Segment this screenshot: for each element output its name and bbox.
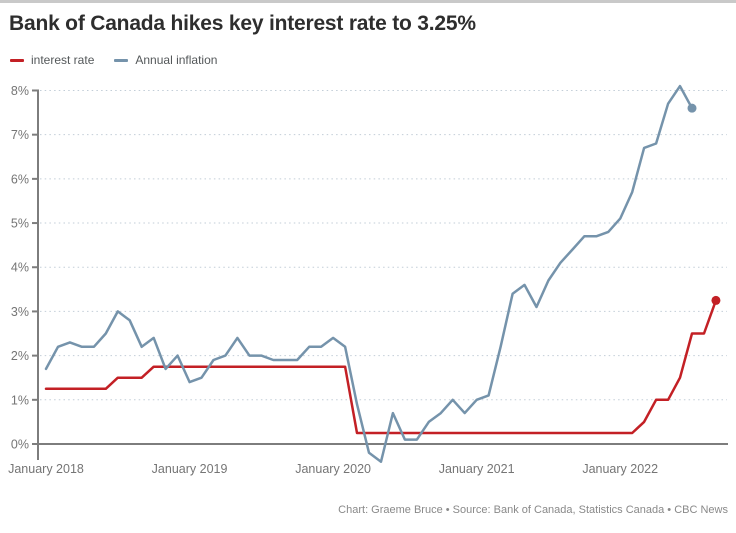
credit-line: Chart: Graeme Bruce • Source: Bank of Ca… <box>338 504 728 516</box>
y-tick-label: 8% <box>11 84 29 98</box>
annual-inflation-swatch-icon <box>114 58 129 62</box>
y-tick-label: 6% <box>11 172 29 186</box>
x-tick-label: January 2019 <box>152 462 228 476</box>
legend-item-annual-inflation: Annual inflation <box>114 53 217 67</box>
y-tick-label: 5% <box>11 217 29 231</box>
legend-item-interest-rate: interest rate <box>10 53 94 67</box>
interest-rate-line <box>44 299 718 435</box>
legend-label: Annual inflation <box>135 53 218 67</box>
y-tick-label: 2% <box>11 349 29 363</box>
y-tick-label: 0% <box>11 438 29 452</box>
y-tick-label: 3% <box>11 305 29 319</box>
interest-rate-swatch-icon <box>10 58 24 62</box>
annual-inflation-end-dot <box>687 103 697 113</box>
x-tick-label: January 2020 <box>295 462 371 476</box>
annual-inflation-line <box>44 84 694 463</box>
y-tick-label: 1% <box>11 393 29 407</box>
y-tick-label: 4% <box>11 261 29 275</box>
page-title: Bank of Canada hikes key interest rate t… <box>9 12 476 35</box>
legend-label: interest rate <box>31 53 95 67</box>
x-tick-label: January 2021 <box>439 462 515 476</box>
line-chart: 0% 1% 2% 3% 4% 5% 6% 7% 8% January 2018 January 20… <box>8 84 728 476</box>
legend: interest rate Annual inflation <box>10 53 217 67</box>
x-tick-label: January 2018 <box>8 462 84 476</box>
interest-rate-end-dot <box>711 295 721 305</box>
x-tick-label: January 2022 <box>582 462 658 476</box>
y-tick-label: 7% <box>11 128 29 142</box>
